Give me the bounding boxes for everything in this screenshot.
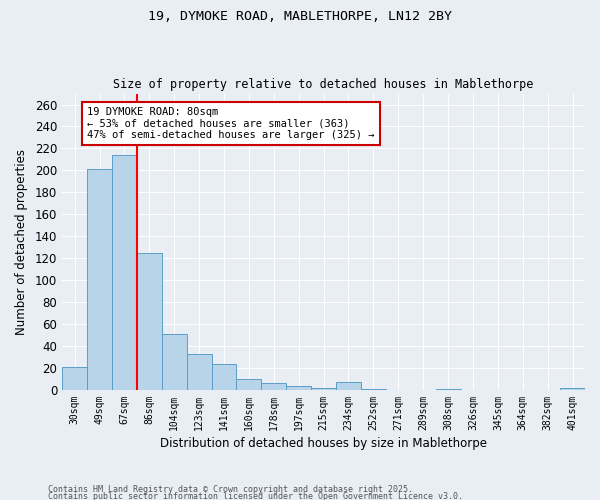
Bar <box>262 384 286 390</box>
Bar <box>162 334 187 390</box>
Bar <box>286 386 311 390</box>
Bar <box>112 155 137 390</box>
Bar <box>212 364 236 390</box>
X-axis label: Distribution of detached houses by size in Mablethorpe: Distribution of detached houses by size … <box>160 437 487 450</box>
Bar <box>311 388 336 390</box>
Y-axis label: Number of detached properties: Number of detached properties <box>15 149 28 335</box>
Bar <box>187 354 212 390</box>
Bar <box>137 252 162 390</box>
Bar <box>361 389 386 390</box>
Text: 19, DYMOKE ROAD, MABLETHORPE, LN12 2BY: 19, DYMOKE ROAD, MABLETHORPE, LN12 2BY <box>148 10 452 23</box>
Bar <box>236 379 262 390</box>
Bar <box>436 389 461 390</box>
Title: Size of property relative to detached houses in Mablethorpe: Size of property relative to detached ho… <box>113 78 534 91</box>
Text: Contains public sector information licensed under the Open Government Licence v3: Contains public sector information licen… <box>48 492 463 500</box>
Text: 19 DYMOKE ROAD: 80sqm
← 53% of detached houses are smaller (363)
47% of semi-det: 19 DYMOKE ROAD: 80sqm ← 53% of detached … <box>87 106 374 140</box>
Bar <box>560 388 585 390</box>
Text: Contains HM Land Registry data © Crown copyright and database right 2025.: Contains HM Land Registry data © Crown c… <box>48 486 413 494</box>
Bar <box>87 170 112 390</box>
Bar <box>62 367 87 390</box>
Bar <box>336 382 361 390</box>
